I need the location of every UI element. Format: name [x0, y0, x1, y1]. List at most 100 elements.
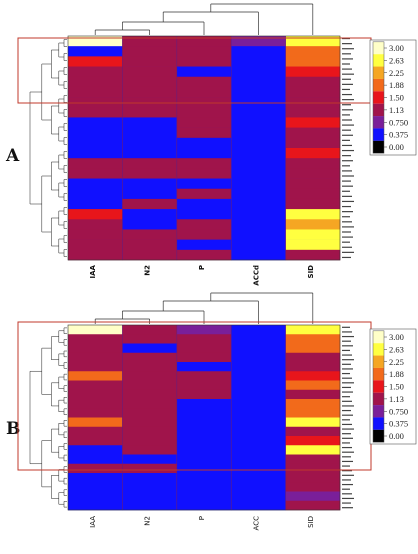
- heatmap-cell: [285, 168, 341, 179]
- heatmap-cell: [122, 454, 178, 465]
- heatmap-cell: [176, 473, 232, 483]
- row-label-stub: [342, 497, 354, 500]
- heatmap-cell: [231, 56, 286, 67]
- row-label-stub: [342, 405, 354, 407]
- heatmap-cell: [122, 56, 178, 67]
- heatmap-cell: [176, 334, 232, 344]
- heatmap-cell: [285, 127, 341, 139]
- row-label-stub: [342, 99, 354, 101]
- heatmap-cell: [122, 334, 178, 344]
- heatmap-cell: [176, 36, 232, 47]
- heatmap-cell: [285, 491, 341, 502]
- heatmap-cell: [68, 107, 123, 118]
- heatmap-cell: [68, 343, 123, 354]
- legend-tick-label: 0.750: [389, 117, 408, 127]
- row-label-stub: [342, 423, 352, 426]
- heatmap-cell: [176, 454, 232, 465]
- row-label-stub: [342, 377, 352, 379]
- heatmap-cell: [231, 127, 286, 139]
- heatmap-cell: [122, 325, 178, 335]
- heatmap-cell: [231, 417, 286, 428]
- heatmap-cell: [231, 426, 286, 437]
- heatmap-cell: [231, 188, 286, 200]
- heatmap-cell: [231, 219, 286, 230]
- heatmap-cell: [231, 107, 286, 118]
- panel-b-row-labels: [342, 326, 354, 509]
- heatmap-cell: [285, 219, 341, 230]
- heatmap-cell: [176, 97, 232, 108]
- row-label-stub: [342, 409, 351, 412]
- heatmap-cell: [285, 97, 341, 108]
- row-label-stub: [342, 419, 350, 421]
- legend-swatch: [373, 41, 384, 55]
- row-label-stub: [342, 170, 352, 172]
- legend-swatch: [373, 103, 384, 117]
- row-label-stub: [342, 104, 351, 106]
- heatmap-cell: [176, 229, 232, 240]
- heatmap-cell: [122, 352, 178, 363]
- row-label-stub: [342, 221, 352, 223]
- heatmap-cell: [68, 76, 123, 88]
- heatmap-cell: [68, 249, 123, 261]
- heatmap-cell: [122, 380, 178, 391]
- heatmap-cell: [68, 426, 123, 437]
- row-label-stub: [342, 502, 351, 504]
- heatmap-cell: [68, 408, 123, 418]
- heatmap-cell: [231, 249, 286, 261]
- row-label-stub: [342, 396, 350, 398]
- panel-a-heatmap: [67, 35, 341, 261]
- row-label-stub: [342, 78, 351, 80]
- heatmap-cell: [285, 389, 341, 400]
- legend-tick-label: 1.88: [389, 369, 404, 379]
- heatmap-cell: [122, 76, 178, 88]
- row-label-stub: [342, 345, 353, 347]
- row-label-stub: [342, 48, 354, 50]
- heatmap-cell: [176, 436, 232, 446]
- heatmap-cell: [231, 158, 286, 169]
- heatmap-cell: [231, 482, 286, 492]
- heatmap-cell: [231, 97, 286, 108]
- panel-b-color-legend: 3.00 2.63 2.25 1.88 1.50 1.13 0.750 0.375 0.00: [369, 328, 417, 445]
- panel-a-top-dendrogram: [94, 3, 314, 35]
- heatmap-cell: [285, 473, 341, 483]
- legend-swatch: [373, 392, 384, 406]
- panel-a: A IAA N2 P ACCd SID 3.00 2.63 2.25 1.88 1.50 1.13…: [5, 3, 417, 286]
- row-label-stub: [342, 43, 352, 45]
- heatmap-cell: [231, 408, 286, 418]
- row-label-stub: [342, 37, 350, 40]
- heatmap-cell: [231, 352, 286, 363]
- heatmap-cell: [285, 148, 341, 159]
- heatmap-cell: [176, 500, 232, 511]
- column-label: ACCd: [252, 265, 260, 286]
- legend-tick-label: 2.25: [389, 357, 404, 367]
- panel-a-color-legend: 3.00 2.63 2.25 1.88 1.50 1.13 0.750 0.375 0.00: [369, 39, 417, 156]
- row-label-stub: [342, 73, 354, 75]
- heatmap-cell: [285, 445, 341, 455]
- row-label-stub: [342, 433, 351, 435]
- row-label-stub: [342, 185, 353, 187]
- panel-a-label: A: [5, 146, 20, 166]
- heatmap-cell: [68, 46, 123, 57]
- heatmap-cell: [176, 46, 232, 57]
- column-label: P: [198, 265, 206, 270]
- heatmap-cell: [122, 473, 178, 483]
- heatmap-cell: [231, 148, 286, 159]
- heatmap-cell: [176, 76, 232, 88]
- heatmap-cell: [231, 389, 286, 400]
- row-label-stub: [342, 155, 351, 157]
- row-label-stub: [342, 165, 350, 167]
- heatmap-cell: [285, 36, 341, 47]
- heatmap-cell: [68, 117, 123, 128]
- heatmap-cell: [68, 389, 123, 400]
- legend-tick-label: 3.00: [389, 332, 404, 342]
- column-label: SID: [307, 516, 315, 528]
- heatmap-cell: [176, 249, 232, 261]
- heatmap-cell: [176, 158, 232, 169]
- heatmap-cell: [122, 399, 178, 409]
- legend-tick-label: 2.25: [389, 68, 404, 78]
- heatmap-cell: [122, 36, 178, 47]
- heatmap-cell: [285, 188, 341, 200]
- heatmap-cell: [285, 76, 341, 88]
- row-label-stub: [342, 119, 352, 121]
